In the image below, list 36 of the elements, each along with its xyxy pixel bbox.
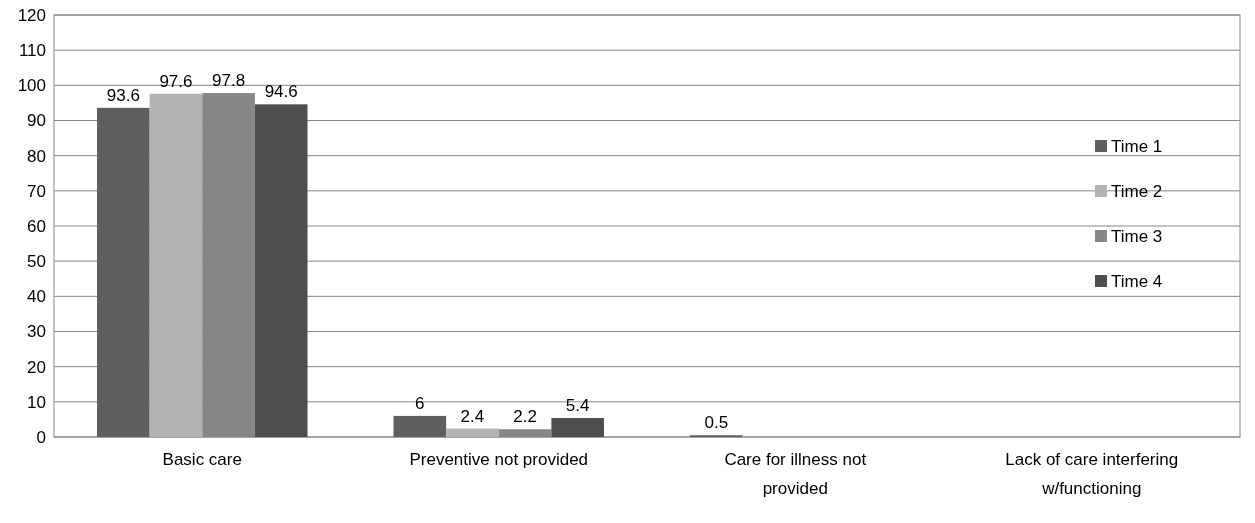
data-label: 97.8 bbox=[212, 71, 246, 91]
data-label: 94.6 bbox=[264, 82, 298, 102]
y-tick-label: 10 bbox=[27, 392, 46, 412]
legend-label: Time 4 bbox=[1111, 271, 1163, 291]
bar bbox=[149, 93, 203, 437]
bar bbox=[446, 428, 499, 437]
y-tick-label: 90 bbox=[27, 111, 46, 131]
y-tick-label: 70 bbox=[27, 181, 46, 201]
bar bbox=[551, 418, 605, 437]
bar bbox=[254, 104, 308, 437]
data-label: 0.5 bbox=[704, 413, 729, 433]
y-tick-label: 60 bbox=[27, 216, 46, 236]
y-tick-label: 110 bbox=[18, 41, 46, 61]
y-tick-label: 40 bbox=[27, 287, 46, 307]
y-tick-label: 30 bbox=[27, 322, 46, 342]
x-tick-label: Basic care bbox=[162, 450, 242, 469]
data-label: 93.6 bbox=[106, 85, 140, 105]
data-label: 2.4 bbox=[460, 406, 485, 426]
legend-label: Time 1 bbox=[1111, 136, 1163, 156]
y-tick-label: 50 bbox=[27, 252, 46, 272]
y-tick-label: 20 bbox=[27, 357, 46, 377]
legend-label: Time 3 bbox=[1111, 226, 1163, 246]
bar bbox=[393, 415, 447, 437]
x-tick-label: Preventive not provided bbox=[409, 450, 589, 469]
x-tick-label: Lack of care interfering w/functioning bbox=[1005, 450, 1179, 498]
data-label: 2.2 bbox=[513, 407, 537, 427]
data-label: 97.6 bbox=[159, 71, 193, 91]
bar bbox=[96, 107, 150, 437]
data-label: 5.4 bbox=[565, 396, 590, 416]
y-tick-label: 80 bbox=[27, 146, 46, 166]
x-tick-label: Care for illness not provided bbox=[724, 450, 867, 498]
y-tick-label: 0 bbox=[36, 427, 46, 447]
y-tick-label: 100 bbox=[17, 76, 46, 96]
y-tick-label: 120 bbox=[17, 5, 46, 25]
legend-label: Time 2 bbox=[1111, 181, 1163, 201]
data-label: 6 bbox=[415, 393, 425, 413]
